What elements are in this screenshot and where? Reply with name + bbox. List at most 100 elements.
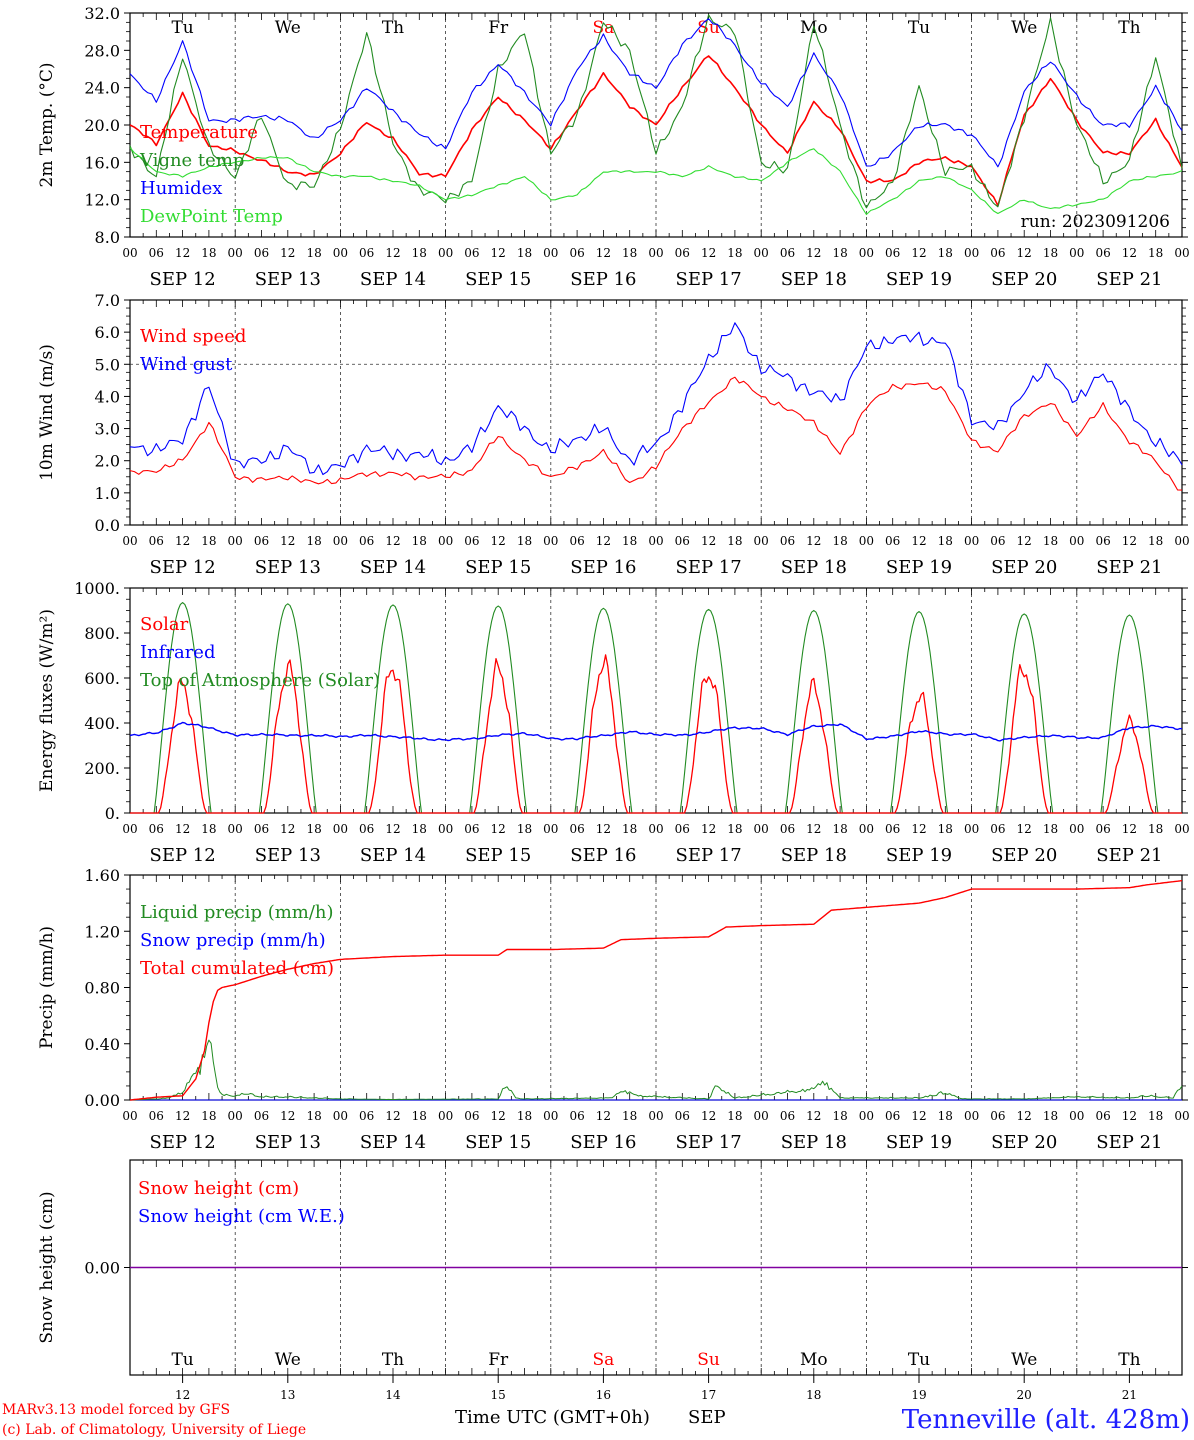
x-date-label: SEP 13 [255, 1132, 321, 1153]
series-line-red [129, 55, 1183, 207]
x-hour-label: 00 [122, 1109, 137, 1123]
y-tick-label: 1.0 [95, 484, 120, 503]
station-label: Tenneville (alt. 428m) [902, 1405, 1190, 1435]
x-hour-label: 18 [412, 822, 427, 836]
y-tick-label: 28.0 [84, 41, 120, 60]
x-hour-label: 18 [517, 1109, 532, 1123]
x-hour-label: 12 [175, 534, 190, 548]
day-number-label: 17 [701, 1388, 716, 1402]
weekday-label: Fr [488, 1350, 509, 1370]
x-hour-label: 12 [491, 822, 506, 836]
y-tick-label: 6.0 [95, 323, 120, 342]
x-hour-label: 12 [280, 246, 295, 260]
y-tick-label: 0.0 [95, 516, 120, 535]
x-hour-label: 00 [1174, 1109, 1189, 1123]
x-hour-label: 12 [806, 246, 821, 260]
x-date-label: SEP 14 [360, 845, 426, 866]
x-date-label: SEP 21 [1096, 1132, 1162, 1153]
x-date-label: SEP 17 [675, 269, 741, 290]
x-date-label: SEP 15 [465, 269, 531, 290]
x-hour-label: 12 [175, 1109, 190, 1123]
series-group [129, 879, 1183, 1101]
x-date-label: SEP 12 [149, 557, 215, 578]
day-number-label: 12 [175, 1388, 190, 1402]
x-hour-label: 00 [754, 822, 769, 836]
x-hour-label: 00 [228, 534, 243, 548]
x-hour-label: 06 [1095, 1109, 1110, 1123]
x-hour-label: 00 [648, 1109, 663, 1123]
x-hour-label: 18 [938, 534, 953, 548]
x-date-label: SEP 18 [781, 845, 847, 866]
x-hour-label: 18 [1148, 1109, 1163, 1123]
x-hour-label: 18 [832, 1109, 847, 1123]
x-hour-label: 06 [675, 1109, 690, 1123]
x-hour-label: 18 [622, 534, 637, 548]
x-hour-label: 00 [1069, 1109, 1084, 1123]
x-hour-label: 00 [333, 534, 348, 548]
x-hour-label: 06 [1095, 246, 1110, 260]
x-hour-label: 06 [675, 534, 690, 548]
x-hour-label: 18 [622, 1109, 637, 1123]
x-date-label: SEP 18 [781, 1132, 847, 1153]
x-hour-label: 06 [569, 1109, 584, 1123]
series-line-blue [129, 18, 1183, 168]
x-hour-label: 12 [1017, 1109, 1032, 1123]
x-hour-label: 12 [701, 1109, 716, 1123]
x-hour-label: 18 [1043, 534, 1058, 548]
x-hour-label: 12 [701, 246, 716, 260]
legend-entry: Top of Atmosphere (Solar) [140, 670, 380, 691]
x-hour-label: 06 [254, 822, 269, 836]
x-hour-label: 00 [438, 246, 453, 260]
x-date-label: SEP 14 [360, 1132, 426, 1153]
series-group [129, 322, 1183, 491]
x-hour-label: 12 [491, 246, 506, 260]
x-hour-label: 18 [201, 1109, 216, 1123]
x-hour-label: 06 [149, 822, 164, 836]
y-tick-label: 8.0 [95, 228, 120, 247]
plot-frame [129, 587, 1183, 814]
university-credit: (c) Lab. of Climatology, University of L… [2, 1422, 306, 1438]
x-hour-label: 00 [543, 822, 558, 836]
y-tick-label: 0.00 [84, 1259, 120, 1278]
x-hour-label: 00 [228, 246, 243, 260]
x-hour-label: 06 [359, 246, 374, 260]
time-axis-label: Time UTC (GMT+0h) [455, 1407, 650, 1428]
x-date-label: SEP 20 [991, 557, 1057, 578]
day-number-label: 13 [280, 1388, 295, 1402]
chart-panel-4: 0.00 0.40 0.80 1.20 1.60 Precip (mm/h) 00 06 12 1… [37, 866, 1190, 1153]
x-hour-label: 12 [385, 246, 400, 260]
x-date-label: SEP 16 [570, 557, 636, 578]
y-tick-label: 0. [105, 804, 120, 823]
legend-entry: Snow height (cm W.E.) [138, 1206, 345, 1227]
weekday-label: Tu [171, 18, 193, 38]
x-hour-label: 00 [859, 534, 874, 548]
legend-entry: Snow precip (mm/h) [140, 930, 326, 951]
x-hour-label: 18 [622, 246, 637, 260]
x-hour-label: 00 [1069, 246, 1084, 260]
x-hour-label: 18 [306, 534, 321, 548]
x-hour-label: 06 [990, 1109, 1005, 1123]
x-hour-label: 06 [675, 246, 690, 260]
x-date-label: SEP 20 [991, 845, 1057, 866]
x-hour-label: 06 [569, 822, 584, 836]
weekday-label: Tu [908, 18, 930, 38]
x-date-label: SEP 14 [360, 557, 426, 578]
x-hour-label: 06 [1095, 534, 1110, 548]
y-tick-label: 1000. [74, 579, 120, 598]
x-hour-label: 00 [964, 1109, 979, 1123]
x-hour-label: 06 [149, 1109, 164, 1123]
y-tick-label: 4.0 [95, 387, 120, 406]
day-number-label: 21 [1122, 1388, 1137, 1402]
x-hour-label: 00 [648, 246, 663, 260]
x-hour-label: 12 [806, 1109, 821, 1123]
x-hour-label: 00 [333, 1109, 348, 1123]
series-line-blue [129, 721, 1183, 742]
x-hour-label: 18 [201, 246, 216, 260]
x-hour-label: 00 [543, 246, 558, 260]
x-hour-label: 00 [754, 534, 769, 548]
day-number-label: 18 [806, 1388, 821, 1402]
x-hour-label: 06 [780, 534, 795, 548]
x-hour-label: 06 [254, 1109, 269, 1123]
x-date-label: SEP 16 [570, 269, 636, 290]
legend-entry: Humidex [140, 178, 222, 199]
